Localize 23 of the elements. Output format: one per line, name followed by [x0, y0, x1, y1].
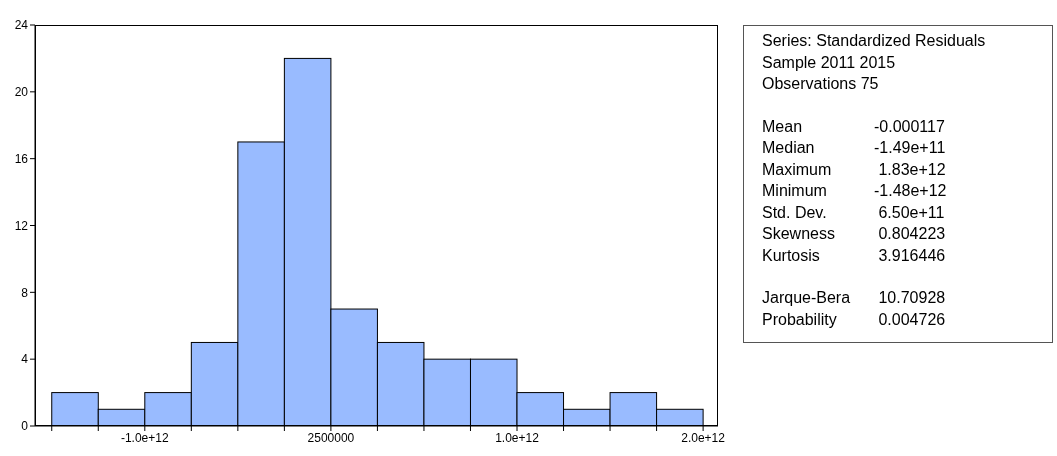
x-tick-label: 2.0e+12: [681, 430, 726, 445]
y-tick-label: 8: [21, 285, 29, 300]
x-tick-label: 1.0e+12: [495, 430, 540, 445]
text: Median -1.49e+11: [762, 139, 946, 156]
y-tick-label: 20: [14, 85, 29, 100]
text: Sample 2011 2015: [762, 52, 896, 73]
text: Observations 75: [762, 74, 879, 94]
text: Maximum 1.83e+12: [762, 160, 946, 178]
y-tick-label: 4: [21, 352, 29, 367]
text: Skewness 0.804223: [762, 225, 946, 242]
text: Jarque-Bera 10.70928: [762, 289, 946, 306]
x-tick-label: 2500000: [307, 430, 355, 445]
x-tick-label: -1.0e+12: [120, 430, 169, 445]
text: Minimum -1.48e+12: [762, 182, 947, 199]
y-tick-label: 24: [14, 18, 29, 33]
y-tick-label: 16: [14, 151, 29, 166]
text: Kurtosis 3.916446: [762, 246, 946, 264]
text: Series: Standardized Residuals: [762, 31, 986, 51]
y-tick-label: 12: [14, 218, 29, 233]
text: Mean -0.000117: [762, 117, 945, 135]
text: Std. Dev. 6.50e+11: [762, 203, 945, 221]
y-tick-label: 0: [21, 419, 29, 434]
text: Probability 0.004726: [762, 310, 946, 328]
